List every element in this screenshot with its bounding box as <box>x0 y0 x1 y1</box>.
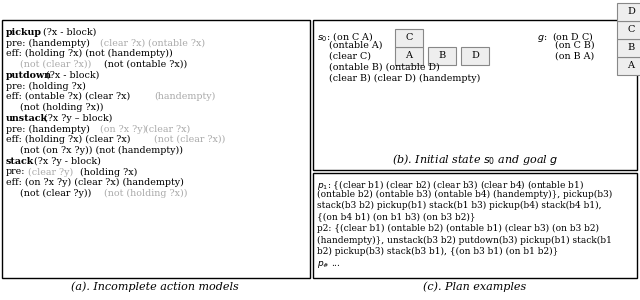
Text: (b). Initial state $s_0$ and goal $g$: (b). Initial state $s_0$ and goal $g$ <box>392 152 558 167</box>
Text: pre: (holding ?x): pre: (holding ?x) <box>6 82 86 91</box>
Text: $p_\#$ ...: $p_\#$ ... <box>317 259 341 269</box>
Text: (not (holding ?x)): (not (holding ?x)) <box>104 188 188 198</box>
Text: pre:: pre: <box>6 167 26 176</box>
Text: (clear ?y): (clear ?y) <box>28 167 73 177</box>
Text: pickup: pickup <box>6 28 42 37</box>
Text: (a). Incomplete action models: (a). Incomplete action models <box>71 281 239 292</box>
Text: C: C <box>627 26 635 34</box>
Text: stack: stack <box>6 157 35 166</box>
Text: (ontable ?x): (ontable ?x) <box>148 38 205 47</box>
Text: B: B <box>438 52 445 61</box>
Bar <box>617 57 640 75</box>
Text: (holding ?x): (holding ?x) <box>80 167 138 177</box>
Text: (?x ?y - block): (?x ?y - block) <box>34 157 101 166</box>
Text: pre: (handempty): pre: (handempty) <box>6 124 90 134</box>
Text: D: D <box>471 52 479 61</box>
Text: (ontable B) (ontable D): (ontable B) (ontable D) <box>317 63 440 72</box>
Text: (ontable A): (ontable A) <box>317 41 383 50</box>
Text: (handempty)}, unstack(b3 b2) putdown(b3) pickup(b1) stack(b1: (handempty)}, unstack(b3 b2) putdown(b3)… <box>317 236 612 244</box>
Text: $s_0$: (on C A): $s_0$: (on C A) <box>317 30 373 43</box>
Text: stack(b3 b2) pickup(b1) stack(b1 b3) pickup(b4) stack(b4 b1),: stack(b3 b2) pickup(b1) stack(b1 b3) pic… <box>317 201 602 210</box>
Text: $g$:  (on D C): $g$: (on D C) <box>537 30 594 44</box>
Text: pre: (handempty): pre: (handempty) <box>6 38 90 48</box>
Text: putdown: putdown <box>6 71 52 80</box>
Text: eff: (on ?x ?y) (clear ?x) (handempty): eff: (on ?x ?y) (clear ?x) (handempty) <box>6 178 184 187</box>
Bar <box>395 47 423 65</box>
Text: (not (holding ?x)): (not (holding ?x)) <box>20 103 104 112</box>
Text: eff: (holding ?x) (not (handempty)): eff: (holding ?x) (not (handempty)) <box>6 49 173 58</box>
Text: (clear ?x): (clear ?x) <box>100 38 145 47</box>
Bar <box>395 29 423 47</box>
Text: (on B A): (on B A) <box>537 52 595 61</box>
Text: eff: (ontable ?x) (clear ?x): eff: (ontable ?x) (clear ?x) <box>6 92 131 101</box>
Text: (not (clear ?y)): (not (clear ?y)) <box>20 188 92 198</box>
Text: A: A <box>406 52 413 61</box>
Text: C: C <box>405 34 413 43</box>
Text: $p_1$: {(clear b1) (clear b2) (clear b3) (clear b4) (ontable b1): $p_1$: {(clear b1) (clear b2) (clear b3)… <box>317 178 584 192</box>
Text: (not (on ?x ?y)) (not (handempty)): (not (on ?x ?y)) (not (handempty)) <box>20 146 183 154</box>
Text: (?x ?y – block): (?x ?y – block) <box>44 114 113 123</box>
Text: (ontable b2) (ontable b3) (ontable b4) (handempty)}, pickup(b3): (ontable b2) (ontable b3) (ontable b4) (… <box>317 190 612 199</box>
Bar <box>461 47 489 65</box>
Text: (clear B) (clear D) (handempty): (clear B) (clear D) (handempty) <box>317 74 481 83</box>
Text: p2: {(clear b1) (ontable b2) (ontable b1) (clear b3) (on b3 b2): p2: {(clear b1) (ontable b2) (ontable b1… <box>317 224 599 233</box>
Text: b2) pickup(b3) stack(b3 b1), {(on b3 b1) (on b1 b2)}: b2) pickup(b3) stack(b3 b1), {(on b3 b1)… <box>317 247 558 256</box>
Bar <box>313 173 637 278</box>
Bar <box>428 47 456 65</box>
Bar <box>617 21 640 39</box>
Bar <box>617 39 640 57</box>
Text: (handempty): (handempty) <box>154 92 216 101</box>
Text: (not (clear ?x)): (not (clear ?x)) <box>20 59 92 68</box>
Text: eff: (holding ?x) (clear ?x): eff: (holding ?x) (clear ?x) <box>6 135 131 144</box>
Text: (clear C): (clear C) <box>317 52 371 61</box>
Bar <box>617 3 640 21</box>
Text: (not (clear ?x)): (not (clear ?x)) <box>154 135 225 144</box>
Text: unstack: unstack <box>6 114 48 123</box>
Text: (c). Plan examples: (c). Plan examples <box>424 281 527 292</box>
Bar <box>2 20 310 278</box>
Bar <box>313 20 637 170</box>
Text: A: A <box>627 61 634 70</box>
Text: B: B <box>627 44 635 52</box>
Text: (on C B): (on C B) <box>537 41 595 50</box>
Text: (?x - block): (?x - block) <box>43 28 97 37</box>
Text: (?x - block): (?x - block) <box>46 71 99 80</box>
Text: (clear ?x): (clear ?x) <box>145 124 190 134</box>
Text: (not (ontable ?x)): (not (ontable ?x)) <box>104 59 188 68</box>
Text: (on ?x ?y): (on ?x ?y) <box>100 124 147 134</box>
Text: {(on b4 b1) (on b1 b3) (on b3 b2)}: {(on b4 b1) (on b1 b3) (on b3 b2)} <box>317 212 476 221</box>
Text: D: D <box>627 8 635 16</box>
